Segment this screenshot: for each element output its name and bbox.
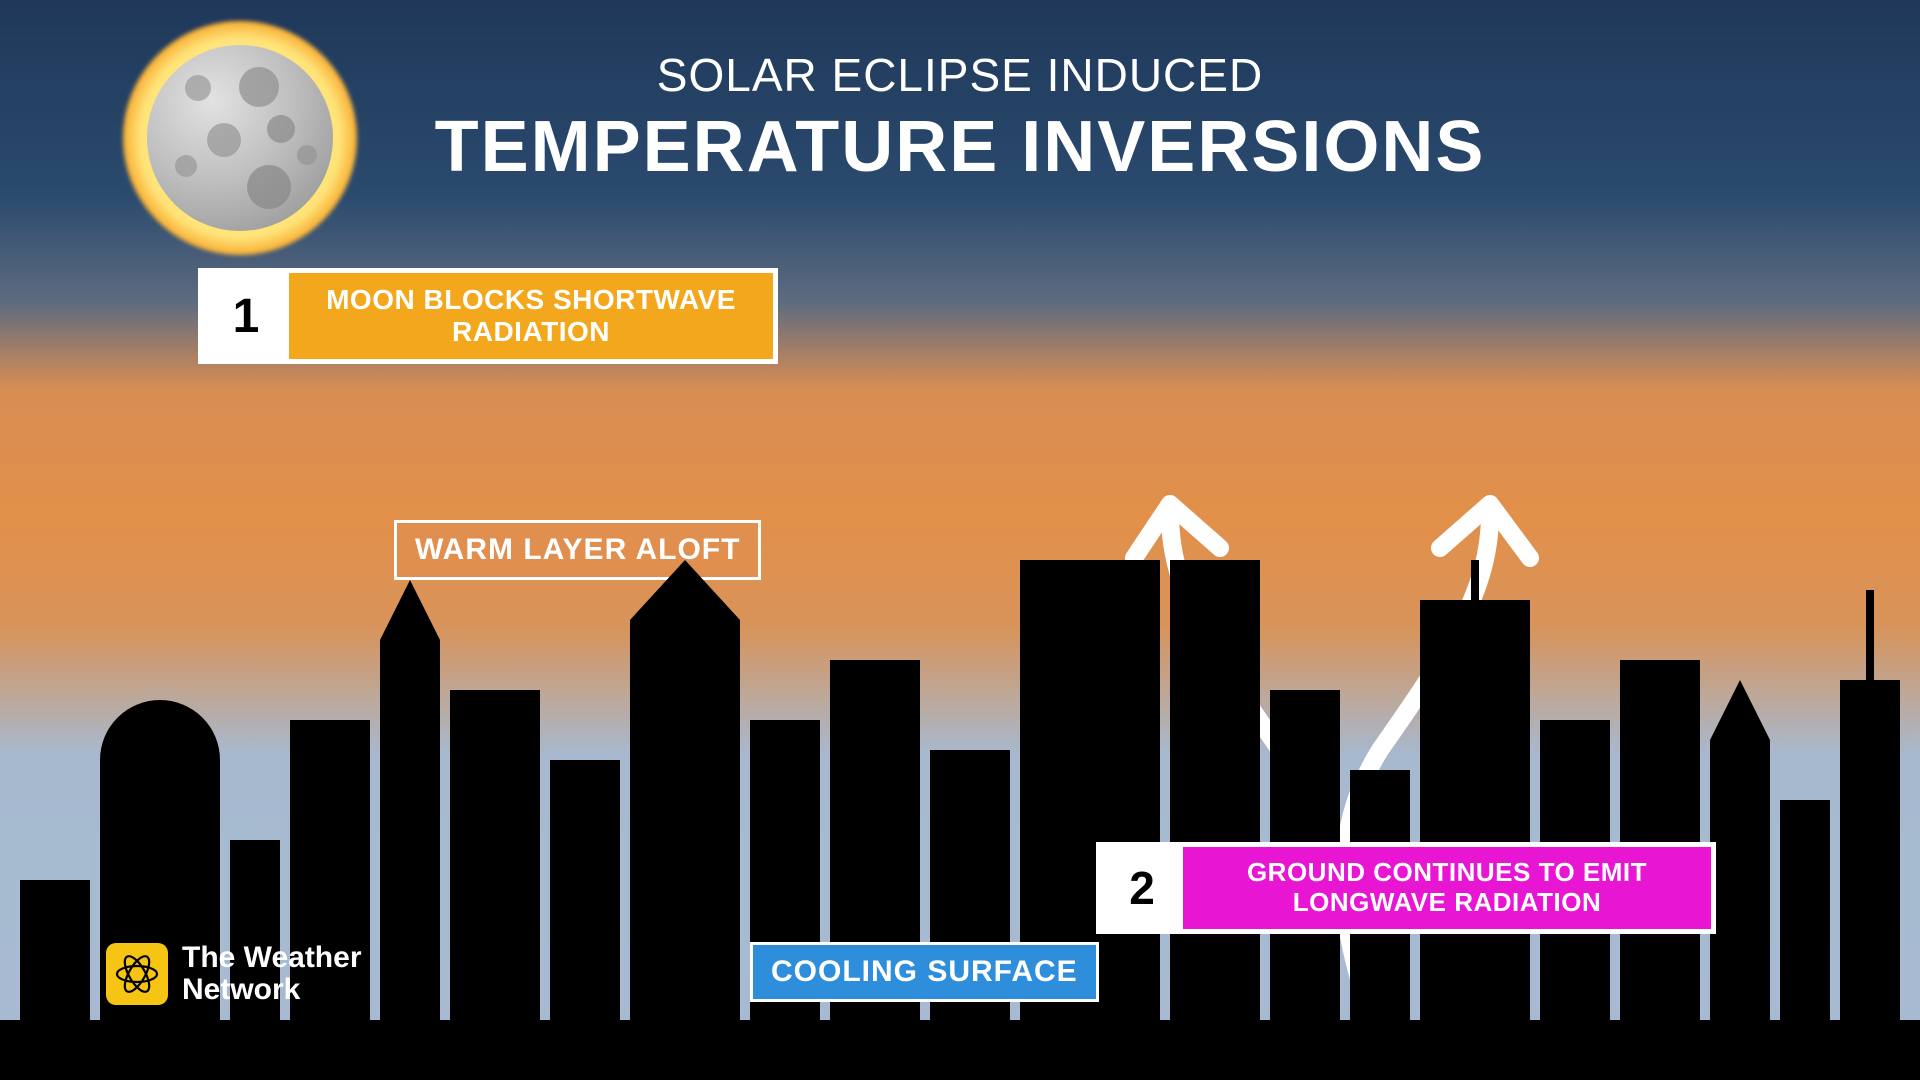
- eclipse-moon-icon: [123, 21, 357, 255]
- weather-network-logo: The Weather Network: [106, 942, 362, 1005]
- callout-number: 2: [1101, 847, 1183, 929]
- cooling-surface-label: COOLING SURFACE: [750, 942, 1099, 1002]
- callout-step-2: 2 GROUND CONTINUES TO EMIT LONGWAVE RADI…: [1096, 842, 1716, 934]
- logo-swirl-icon: [106, 943, 168, 1005]
- callout-number: 1: [203, 273, 289, 359]
- callout-step-1: 1 MOON BLOCKS SHORTWAVE RADIATION: [198, 268, 778, 364]
- logo-line2: Network: [182, 974, 362, 1006]
- logo-text: The Weather Network: [182, 942, 362, 1005]
- callout-text: GROUND CONTINUES TO EMIT LONGWAVE RADIAT…: [1183, 847, 1711, 929]
- callout-text: MOON BLOCKS SHORTWAVE RADIATION: [289, 273, 773, 359]
- logo-line1: The Weather: [182, 942, 362, 974]
- infographic-stage: SOLAR ECLIPSE INDUCED TEMPERATURE INVERS…: [0, 0, 1920, 1080]
